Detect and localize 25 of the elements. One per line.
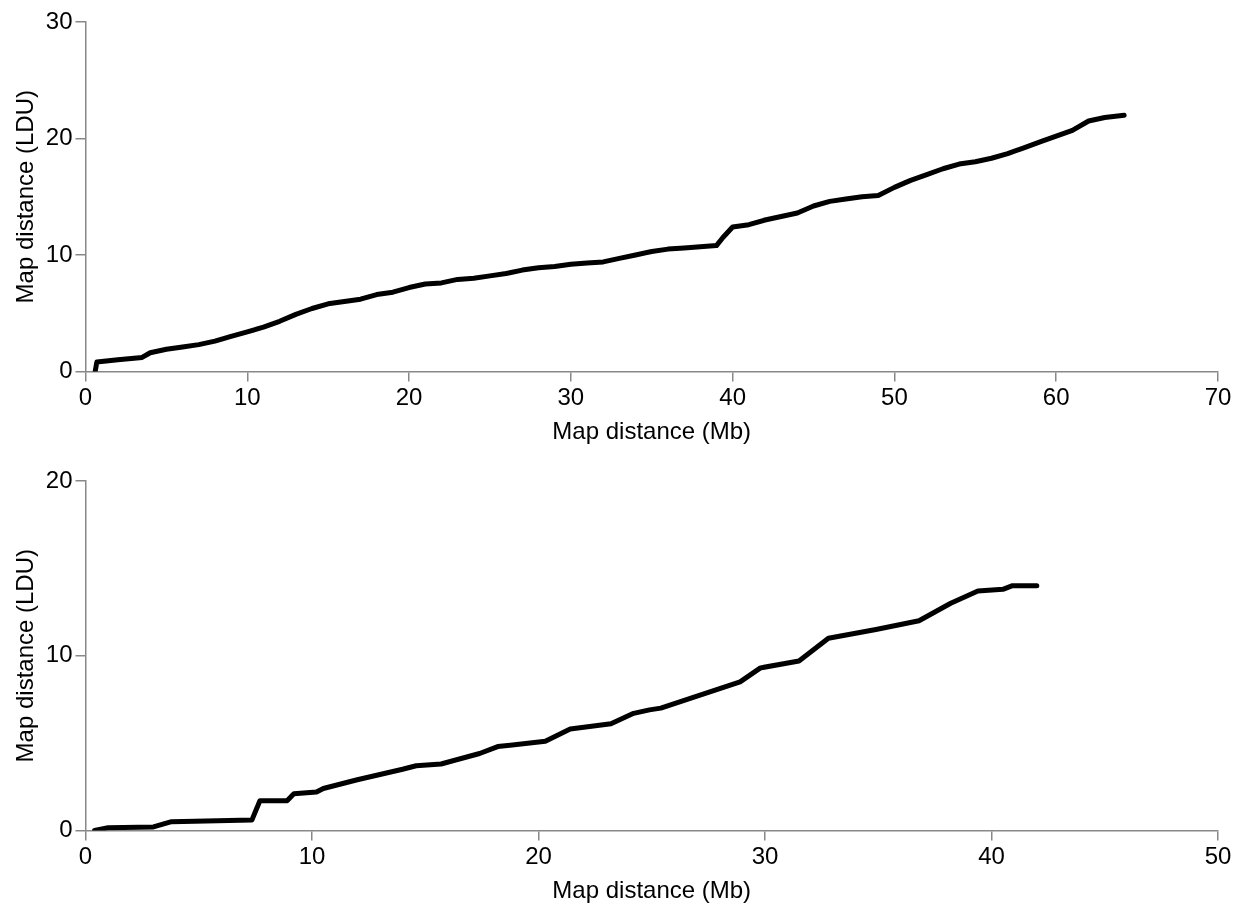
- x-tick-label: 10: [298, 842, 326, 870]
- x-tick-label: 30: [751, 842, 779, 870]
- x-tick-label: 20: [525, 842, 552, 870]
- y-axis-title: Map distance (LDU): [11, 548, 39, 763]
- y-tick-label: 0: [59, 356, 73, 384]
- x-tick-label: 70: [1204, 383, 1232, 411]
- y-tick-label: 30: [45, 6, 73, 34]
- x-tick-label: 0: [78, 842, 93, 870]
- y-tick-label: 20: [45, 123, 73, 151]
- x-tick-label: 40: [978, 842, 1005, 870]
- x-axis-title: Map distance (Mb): [552, 876, 752, 904]
- x-tick-label: 10: [233, 383, 261, 411]
- x-tick-label: 20: [395, 383, 423, 411]
- x-tick-label: 40: [719, 383, 746, 411]
- x-axis-title: Map distance (Mb): [552, 417, 752, 445]
- x-tick-label: 50: [881, 383, 908, 411]
- y-tick-label: 10: [45, 640, 73, 668]
- y-axis-title: Map distance (LDU): [11, 89, 39, 304]
- x-tick-label: 50: [1204, 842, 1232, 870]
- x-tick-label: 60: [1042, 383, 1070, 411]
- x-tick-label: 30: [557, 383, 585, 411]
- y-tick-label: 0: [59, 815, 73, 843]
- x-tick-label: 0: [78, 383, 93, 411]
- y-tick-label: 10: [45, 239, 73, 267]
- y-tick-label: 20: [45, 465, 73, 493]
